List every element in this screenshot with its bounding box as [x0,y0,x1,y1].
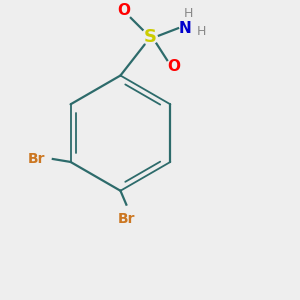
Text: H: H [197,25,206,38]
Text: Br: Br [118,212,135,226]
Text: Br: Br [28,152,45,166]
Text: H: H [184,7,193,20]
Text: O: O [117,3,130,18]
Text: N: N [179,21,192,36]
Text: S: S [143,28,157,46]
Text: O: O [167,59,180,74]
